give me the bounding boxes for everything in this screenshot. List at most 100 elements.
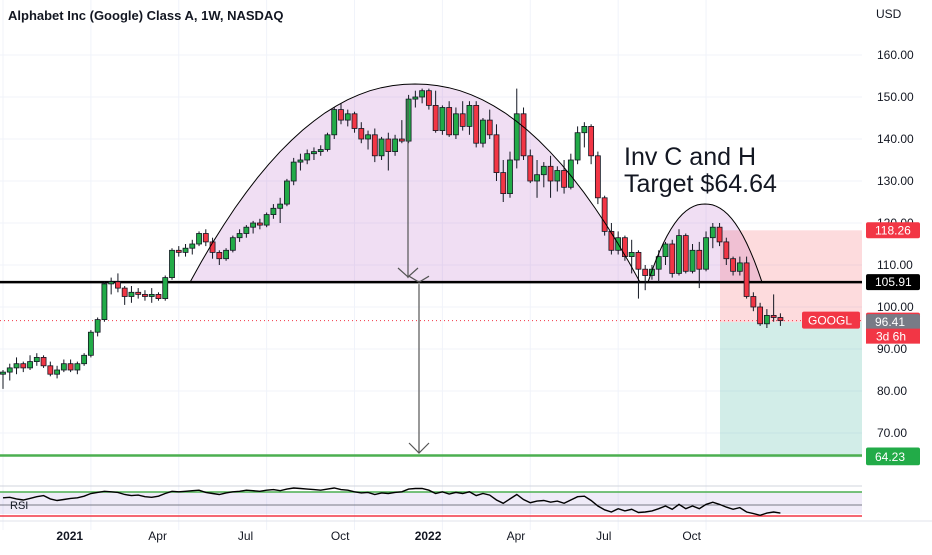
candle[interactable]	[432, 90, 439, 133]
price-label[interactable]: 118.26	[866, 222, 920, 239]
candle[interactable]	[371, 128, 378, 163]
candle[interactable]	[561, 160, 567, 194]
candle[interactable]	[493, 124, 500, 181]
candle[interactable]	[175, 246, 182, 257]
candle[interactable]	[554, 166, 561, 192]
candle[interactable]	[662, 241, 669, 265]
candle[interactable]	[94, 317, 101, 337]
candle[interactable]	[108, 277, 115, 295]
candle[interactable]	[669, 239, 676, 278]
candle[interactable]	[398, 120, 405, 144]
candle[interactable]	[703, 231, 709, 272]
candle[interactable]	[425, 88, 432, 110]
candle[interactable]	[27, 355, 33, 370]
candle[interactable]	[486, 109, 493, 139]
measure-arrows[interactable]	[397, 100, 430, 454]
candle[interactable]	[588, 124, 595, 165]
candle[interactable]	[439, 105, 446, 135]
candle[interactable]	[290, 157, 297, 186]
price-label[interactable]: 105.91	[866, 274, 920, 291]
candle[interactable]	[13, 357, 20, 375]
candle[interactable]	[622, 235, 628, 261]
candle[interactable]	[574, 126, 581, 165]
rsi-line[interactable]	[2, 487, 781, 517]
annotation-line-1[interactable]: Inv C and H	[624, 143, 756, 171]
candle[interactable]	[223, 248, 229, 261]
candle[interactable]	[534, 160, 540, 198]
candle[interactable]	[67, 359, 74, 373]
candle[interactable]	[730, 256, 736, 276]
candle[interactable]	[344, 109, 351, 127]
candle[interactable]	[284, 178, 290, 207]
candle[interactable]	[81, 353, 88, 366]
target-zone[interactable]	[720, 322, 862, 458]
candle[interactable]	[311, 147, 317, 160]
candle[interactable]	[331, 107, 338, 140]
candle[interactable]	[696, 241, 703, 289]
candle[interactable]	[297, 153, 304, 171]
price-label[interactable]: 64.23	[866, 449, 920, 466]
candle[interactable]	[115, 273, 121, 293]
candle[interactable]	[135, 288, 142, 299]
candle[interactable]	[567, 153, 574, 190]
candle[interactable]	[6, 363, 13, 381]
candle[interactable]	[128, 286, 135, 303]
candle[interactable]	[60, 359, 67, 373]
candle[interactable]	[155, 292, 162, 301]
candle[interactable]	[743, 256, 750, 299]
candle[interactable]	[250, 220, 257, 234]
candle[interactable]	[101, 281, 108, 322]
candle[interactable]	[317, 145, 324, 156]
candle[interactable]	[338, 103, 344, 125]
candle[interactable]	[263, 212, 270, 228]
candle[interactable]	[594, 151, 601, 205]
candle[interactable]	[709, 223, 716, 249]
candle[interactable]	[243, 225, 250, 238]
candle[interactable]	[54, 365, 60, 379]
candle[interactable]	[182, 244, 189, 257]
candle[interactable]	[324, 132, 331, 152]
candle[interactable]	[676, 229, 682, 276]
candle[interactable]	[446, 101, 453, 137]
price-label[interactable]: 96.41	[866, 314, 920, 331]
candle[interactable]	[480, 118, 486, 148]
candle[interactable]	[358, 122, 365, 144]
candle[interactable]	[33, 353, 40, 366]
candle[interactable]	[162, 275, 169, 301]
candle[interactable]	[689, 244, 696, 274]
candle[interactable]	[229, 235, 236, 253]
candle[interactable]	[392, 134, 398, 156]
candle[interactable]	[378, 136, 385, 160]
candle[interactable]	[520, 107, 527, 161]
candle[interactable]	[682, 233, 689, 274]
candle[interactable]	[385, 132, 392, 171]
candle[interactable]	[216, 250, 223, 265]
candle[interactable]	[763, 309, 770, 328]
candle[interactable]	[635, 250, 642, 299]
candle[interactable]	[736, 256, 743, 276]
cup-arc[interactable]	[189, 83, 641, 283]
candle[interactable]	[236, 229, 243, 242]
candle[interactable]	[716, 223, 723, 247]
candle[interactable]	[466, 101, 473, 135]
symbol-tag[interactable]: GOOGL	[808, 314, 852, 328]
candle[interactable]	[723, 237, 730, 265]
candle[interactable]	[270, 204, 277, 219]
candle[interactable]	[527, 149, 534, 184]
candle[interactable]	[412, 90, 419, 108]
candle[interactable]	[148, 288, 155, 303]
candle[interactable]	[196, 231, 202, 247]
candle[interactable]	[87, 330, 94, 358]
candle[interactable]	[202, 229, 209, 247]
stop-zone[interactable]	[720, 230, 862, 323]
candle[interactable]	[473, 101, 480, 148]
candle[interactable]	[608, 223, 615, 255]
candle[interactable]	[770, 294, 777, 322]
candle[interactable]	[581, 122, 588, 148]
candle[interactable]	[547, 155, 554, 198]
candle[interactable]	[777, 313, 784, 326]
candle[interactable]	[0, 370, 6, 389]
candle[interactable]	[351, 111, 358, 133]
candle[interactable]	[169, 248, 175, 280]
